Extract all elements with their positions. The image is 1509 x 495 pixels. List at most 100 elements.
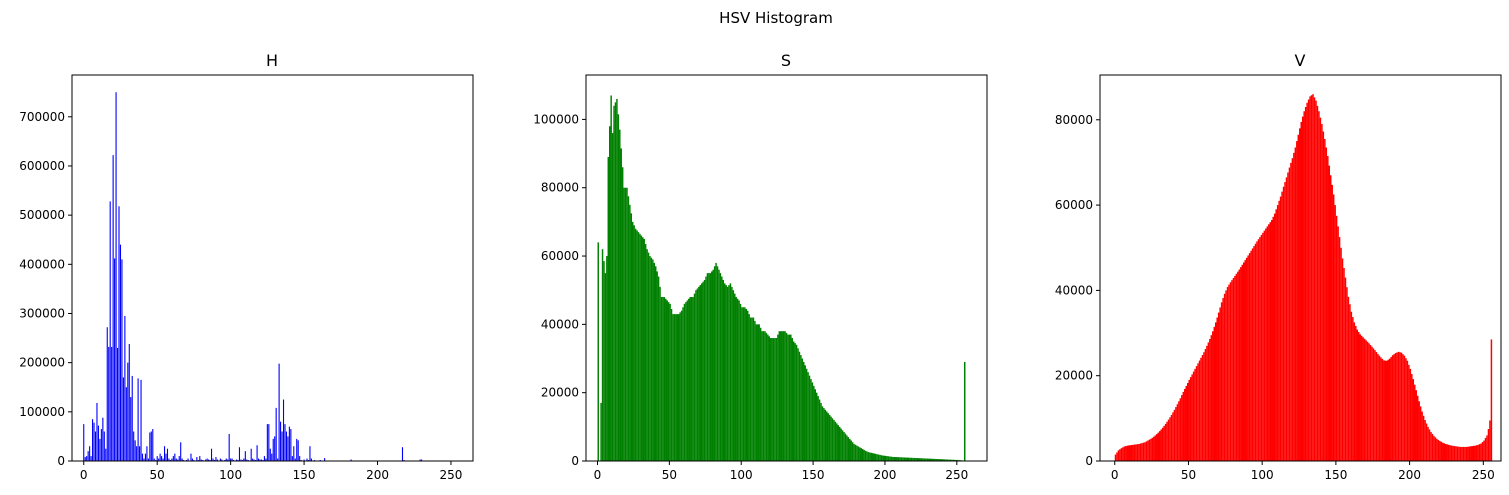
v-bar-26	[1153, 436, 1155, 461]
h-bars	[83, 92, 459, 462]
h-bar-17	[108, 346, 110, 461]
v-bar-234	[1459, 446, 1462, 461]
h-bar-123	[263, 456, 265, 461]
v-bar-232	[1456, 446, 1459, 461]
v-bar-191	[1396, 352, 1398, 461]
h-bar-27	[122, 377, 124, 461]
s-bar-45	[662, 297, 664, 461]
v-bar-207	[1419, 406, 1422, 461]
h-bar-77	[196, 457, 198, 461]
v-bar-148	[1332, 194, 1335, 461]
s-bar-110	[755, 324, 758, 461]
h-bar-22	[115, 92, 117, 462]
s-bar-116	[764, 331, 766, 461]
s-bar-12	[614, 102, 617, 461]
s-y-tick-label: 100000	[533, 112, 579, 126]
v-bar-126	[1300, 121, 1302, 462]
v-bar-121	[1293, 152, 1295, 461]
s-bar-159	[826, 411, 828, 461]
v-bar-135	[1313, 97, 1316, 461]
v-bar-153	[1340, 247, 1342, 461]
h-bar-34	[133, 431, 135, 461]
v-bar-47	[1184, 388, 1186, 461]
s-bar-123	[774, 338, 776, 461]
v-bar-216	[1433, 435, 1435, 461]
v-bar-167	[1360, 335, 1363, 461]
v-bar-95	[1254, 243, 1257, 461]
s-bar-126	[778, 331, 781, 461]
h-bar-138	[285, 431, 287, 461]
s-bar-109	[754, 320, 756, 461]
v-bar-246	[1477, 444, 1479, 461]
v-bar-41	[1175, 407, 1177, 461]
v-bar-164	[1356, 329, 1359, 461]
v-y-tick-label: 80000	[1055, 113, 1093, 127]
v-bar-17	[1139, 443, 1142, 461]
v-bar-222	[1442, 442, 1444, 461]
v-bar-161	[1352, 317, 1354, 461]
v-bar-24	[1150, 438, 1152, 461]
v-bar-134	[1312, 94, 1314, 461]
h-bar-12	[100, 429, 102, 461]
h-y-tick-label: 400000	[19, 257, 65, 271]
v-bar-236	[1462, 446, 1465, 461]
h-bar-30	[127, 362, 129, 461]
v-bar-105	[1269, 222, 1272, 461]
s-bar-208	[896, 457, 898, 461]
v-bar-184	[1386, 360, 1388, 461]
s-bar-198	[882, 455, 884, 461]
h-y-tick-label: 200000	[19, 356, 65, 370]
h-bar-42	[144, 453, 146, 461]
h-bar-131	[275, 407, 277, 461]
s-bar-199	[883, 455, 885, 461]
v-x-tick-label: 250	[1472, 468, 1495, 482]
h-bar-111	[246, 459, 248, 461]
v-bar-188	[1391, 355, 1394, 461]
v-bar-62	[1206, 345, 1208, 461]
v-bar-43	[1178, 401, 1180, 461]
v-bar-72	[1220, 302, 1223, 461]
s-bar-36	[649, 256, 651, 461]
v-bar-46	[1182, 391, 1185, 461]
s-bar-204	[890, 456, 893, 461]
h-bar-84	[206, 458, 208, 461]
s-bar-174	[847, 437, 850, 461]
v-bar-63	[1207, 342, 1210, 461]
v-bar-91	[1248, 253, 1251, 461]
h-bar-80	[200, 459, 202, 461]
v-bar-102	[1265, 228, 1267, 461]
v-bar-180	[1380, 357, 1382, 461]
s-bar-156	[821, 406, 824, 461]
s-x-tick-label: 200	[874, 468, 897, 482]
s-bar-9	[610, 95, 612, 461]
v-bar-159	[1349, 304, 1351, 461]
h-bar-145	[296, 438, 298, 461]
h-bar-98	[227, 459, 229, 461]
v-bar-42	[1176, 404, 1179, 461]
h-bar-182	[350, 459, 352, 461]
h-bar-61	[172, 456, 174, 461]
s-bar-188	[867, 452, 870, 461]
s-x-tick-label: 100	[730, 468, 753, 482]
s-bar-195	[877, 454, 880, 461]
h-bar-39	[140, 379, 142, 461]
v-bar-97	[1257, 239, 1260, 461]
h-bar-101	[231, 458, 233, 461]
h-bar-85	[208, 459, 210, 461]
s-bar-147	[808, 375, 811, 461]
s-bar-176	[850, 440, 852, 461]
s-bar-7	[607, 156, 610, 462]
h-bar-107	[240, 459, 242, 461]
s-bar-121	[771, 338, 773, 461]
v-bar-50	[1188, 379, 1190, 461]
h-bar-141	[290, 429, 292, 461]
s-bar-155	[820, 402, 822, 461]
s-bar-217	[909, 457, 911, 461]
s-bar-224	[919, 458, 921, 461]
v-bar-113	[1281, 191, 1283, 461]
s-bar-15	[619, 129, 621, 461]
v-bar-131	[1307, 99, 1310, 462]
s-bar-182	[859, 447, 861, 461]
v-bar-10	[1129, 445, 1131, 461]
s-bar-94	[732, 290, 735, 461]
